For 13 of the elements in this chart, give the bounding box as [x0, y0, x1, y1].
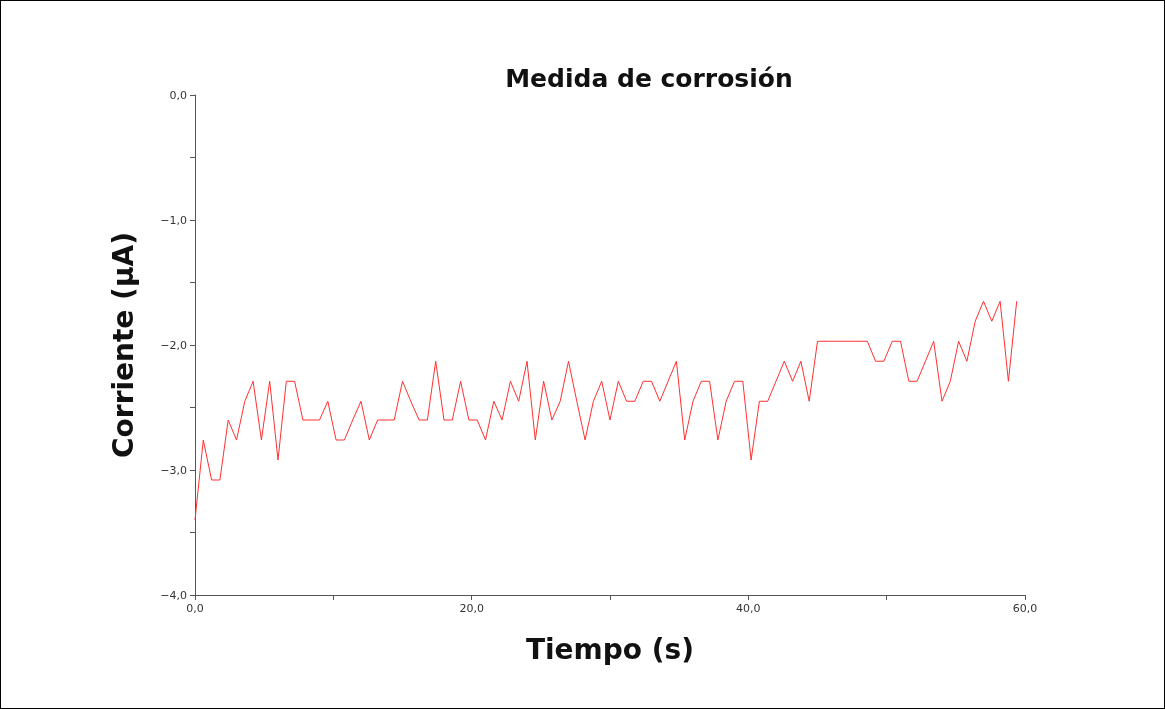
line-series — [194, 300, 1018, 521]
y-axis-title: Corriente (μA) — [106, 232, 140, 458]
x-tick-label: 60,0 — [1012, 602, 1038, 615]
y-tick-label: 0,0 — [169, 88, 187, 102]
x-tick-label: 0,0 — [186, 602, 204, 615]
x-tick-label: 40,0 — [736, 602, 761, 615]
x-tick-label: 20,0 — [459, 602, 484, 615]
x-axis-title: Tiempo (s) — [525, 632, 695, 666]
y-tick-label: −3,0 — [160, 463, 187, 477]
y-tick-label: −4,0 — [160, 588, 187, 602]
y-tick-label: −1,0 — [160, 213, 187, 227]
chart-title: Medida de corrosión — [505, 64, 793, 93]
y-tick-label: −2,0 — [160, 338, 187, 352]
